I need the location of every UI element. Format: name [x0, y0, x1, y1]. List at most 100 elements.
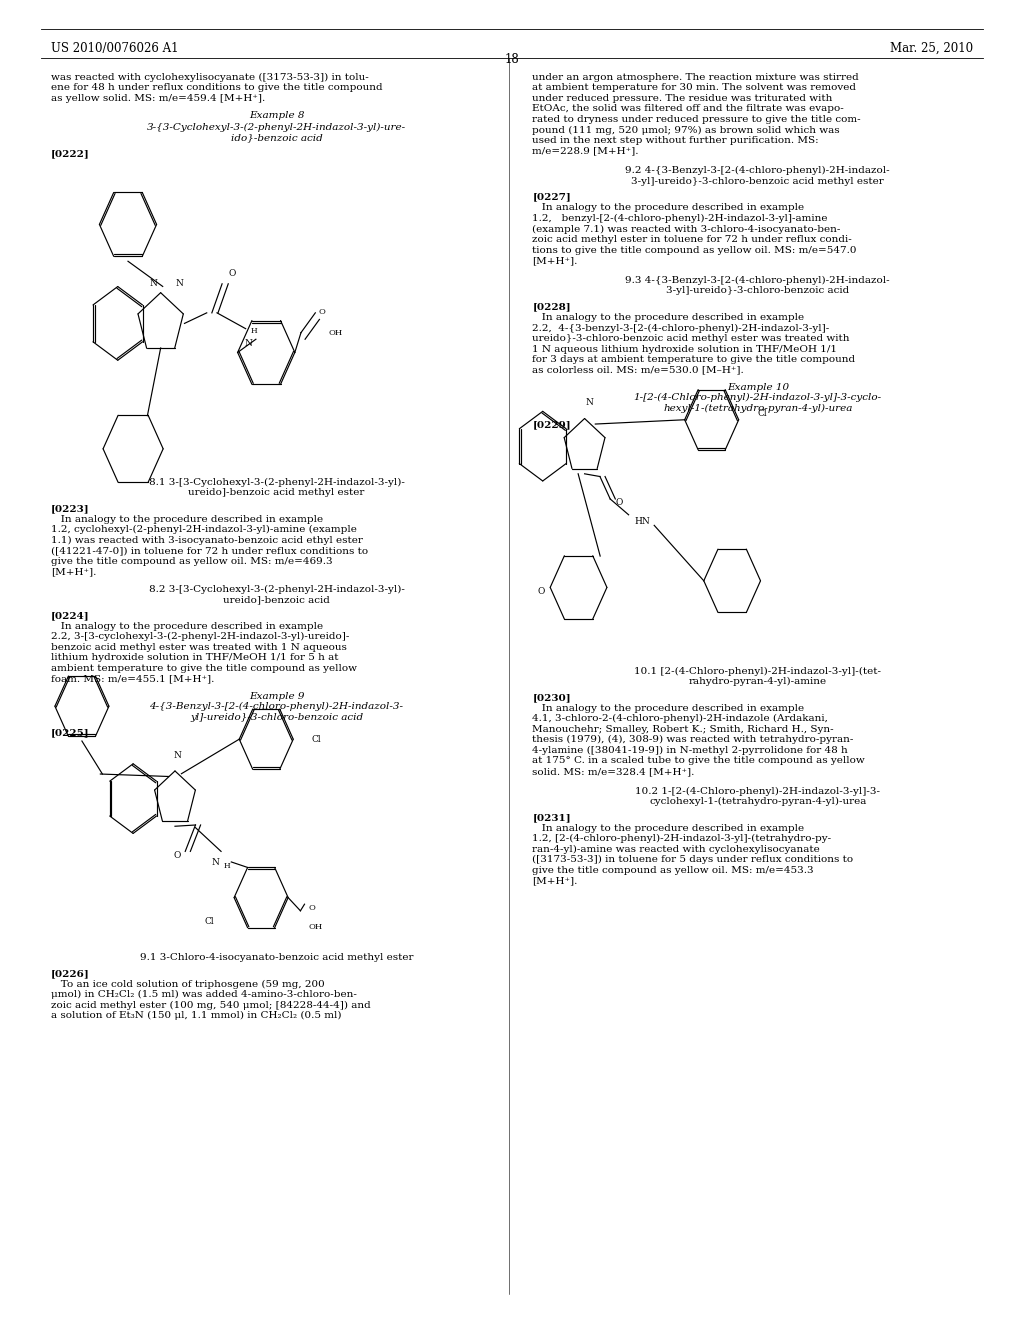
Text: O: O [173, 851, 180, 859]
Text: rahydro-pyran-4-yl)-amine: rahydro-pyran-4-yl)-amine [689, 677, 826, 686]
Text: O: O [538, 587, 545, 595]
Text: zoic acid methyl ester (100 mg, 540 μmol; [84228-44-4]) and: zoic acid methyl ester (100 mg, 540 μmol… [51, 1001, 371, 1010]
Text: N: N [175, 280, 183, 288]
Text: OH: OH [329, 329, 343, 337]
Text: 1-[2-(4-Chloro-phenyl)-2H-indazol-3-yl]-3-cyclo-: 1-[2-(4-Chloro-phenyl)-2H-indazol-3-yl]-… [634, 393, 882, 403]
Text: μmol) in CH₂Cl₂ (1.5 ml) was added 4-amino-3-chloro-ben-: μmol) in CH₂Cl₂ (1.5 ml) was added 4-ami… [51, 990, 357, 999]
Text: as colorless oil. MS: m/e=530.0 [M–H⁺].: as colorless oil. MS: m/e=530.0 [M–H⁺]. [532, 366, 744, 375]
Text: for 3 days at ambient temperature to give the title compound: for 3 days at ambient temperature to giv… [532, 355, 856, 364]
Text: Cl: Cl [757, 409, 767, 417]
Text: m/e=228.9 [M+H⁺].: m/e=228.9 [M+H⁺]. [532, 147, 639, 156]
Text: [0231]: [0231] [532, 813, 571, 822]
Text: 9.1 3-Chloro-4-isocyanato-benzoic acid methyl ester: 9.1 3-Chloro-4-isocyanato-benzoic acid m… [139, 953, 414, 962]
Text: as yellow solid. MS: m/e=459.4 [M+H⁺].: as yellow solid. MS: m/e=459.4 [M+H⁺]. [51, 94, 265, 103]
Text: (example 7.1) was reacted with 3-chloro-4-isocyanato-ben-: (example 7.1) was reacted with 3-chloro-… [532, 224, 841, 234]
Text: US 2010/0076026 A1: US 2010/0076026 A1 [51, 42, 179, 55]
Text: Example 9: Example 9 [249, 692, 304, 701]
Text: 3-yl]-ureido}-3-chloro-benzoic acid methyl ester: 3-yl]-ureido}-3-chloro-benzoic acid meth… [632, 177, 884, 186]
Text: ran-4-yl)-amine was reacted with cyclohexylisocyanate: ran-4-yl)-amine was reacted with cyclohe… [532, 845, 820, 854]
Text: HN: HN [635, 517, 650, 525]
Text: N: N [245, 339, 253, 348]
Text: 10.1 [2-(4-Chloro-phenyl)-2H-indazol-3-yl]-(tet-: 10.1 [2-(4-Chloro-phenyl)-2H-indazol-3-y… [634, 667, 882, 676]
Text: ([41221-47-0]) in toluene for 72 h under reflux conditions to: ([41221-47-0]) in toluene for 72 h under… [51, 546, 369, 556]
Text: [0225]: [0225] [51, 729, 90, 738]
Text: 4-ylamine ([38041-19-9]) in N-methyl 2-pyrrolidone for 48 h: 4-ylamine ([38041-19-9]) in N-methyl 2-p… [532, 746, 848, 755]
Text: hexyl-1-(tetrahydro-pyran-4-yl)-urea: hexyl-1-(tetrahydro-pyran-4-yl)-urea [664, 404, 852, 413]
Text: lithium hydroxide solution in THF/MeOH 1/1 for 5 h at: lithium hydroxide solution in THF/MeOH 1… [51, 653, 339, 663]
Text: 2.2, 3-[3-cyclohexyl-3-(2-phenyl-2H-indazol-3-yl)-ureido]-: 2.2, 3-[3-cyclohexyl-3-(2-phenyl-2H-inda… [51, 632, 349, 642]
Text: In analogy to the procedure described in example: In analogy to the procedure described in… [532, 203, 805, 213]
Text: N: N [211, 858, 219, 867]
Text: ureido]-benzoic acid methyl ester: ureido]-benzoic acid methyl ester [188, 488, 365, 498]
Text: at ambient temperature for 30 min. The solvent was removed: at ambient temperature for 30 min. The s… [532, 83, 856, 92]
Text: In analogy to the procedure described in example: In analogy to the procedure described in… [532, 824, 805, 833]
Text: thesis (1979), (4), 308-9) was reacted with tetrahydro-pyran-: thesis (1979), (4), 308-9) was reacted w… [532, 735, 854, 744]
Text: N: N [173, 751, 181, 759]
Text: Cl: Cl [204, 917, 214, 925]
Text: [0224]: [0224] [51, 611, 90, 620]
Text: was reacted with cyclohexylisocyanate ([3173-53-3]) in tolu-: was reacted with cyclohexylisocyanate ([… [51, 73, 369, 82]
Text: under an argon atmosphere. The reaction mixture was stirred: under an argon atmosphere. The reaction … [532, 73, 859, 82]
Text: give the title compound as yellow oil. MS: m/e=469.3: give the title compound as yellow oil. M… [51, 557, 333, 566]
Text: 2.2,  4-{3-benzyl-3-[2-(4-chloro-phenyl)-2H-indazol-3-yl]-: 2.2, 4-{3-benzyl-3-[2-(4-chloro-phenyl)-… [532, 323, 829, 333]
Text: [0227]: [0227] [532, 193, 571, 202]
Text: [0223]: [0223] [51, 504, 90, 513]
Text: pound (111 mg, 520 μmol; 97%) as brown solid which was: pound (111 mg, 520 μmol; 97%) as brown s… [532, 125, 840, 135]
Text: 9.2 4-{3-Benzyl-3-[2-(4-chloro-phenyl)-2H-indazol-: 9.2 4-{3-Benzyl-3-[2-(4-chloro-phenyl)-2… [626, 166, 890, 176]
Text: used in the next step without further purification. MS:: used in the next step without further pu… [532, 136, 819, 145]
Text: ene for 48 h under reflux conditions to give the title compound: ene for 48 h under reflux conditions to … [51, 83, 383, 92]
Text: cyclohexyl-1-(tetrahydro-pyran-4-yl)-urea: cyclohexyl-1-(tetrahydro-pyran-4-yl)-ure… [649, 797, 866, 807]
Text: [0229]: [0229] [532, 420, 571, 429]
Text: [0226]: [0226] [51, 969, 90, 978]
Text: benzoic acid methyl ester was treated with 1 N aqueous: benzoic acid methyl ester was treated wi… [51, 643, 347, 652]
Text: zoic acid methyl ester in toluene for 72 h under reflux condi-: zoic acid methyl ester in toluene for 72… [532, 235, 852, 244]
Text: Example 10: Example 10 [727, 383, 788, 392]
Text: ureido]-benzoic acid: ureido]-benzoic acid [223, 595, 330, 605]
Text: Manouchehr; Smalley, Robert K.; Smith, Richard H., Syn-: Manouchehr; Smalley, Robert K.; Smith, R… [532, 725, 835, 734]
Text: foam. MS: m/e=455.1 [M+H⁺].: foam. MS: m/e=455.1 [M+H⁺]. [51, 675, 215, 684]
Text: O: O [318, 308, 325, 315]
Text: In analogy to the procedure described in example: In analogy to the procedure described in… [532, 704, 805, 713]
Text: yl]-ureido}-3-chloro-benzoic acid: yl]-ureido}-3-chloro-benzoic acid [189, 713, 364, 722]
Text: 3-{3-Cyclohexyl-3-(2-phenyl-2H-indazol-3-yl)-ure-: 3-{3-Cyclohexyl-3-(2-phenyl-2H-indazol-3… [146, 123, 407, 132]
Text: In analogy to the procedure described in example: In analogy to the procedure described in… [532, 313, 805, 322]
Text: ([3173-53-3]) in toluene for 5 days under reflux conditions to: ([3173-53-3]) in toluene for 5 days unde… [532, 855, 854, 865]
Text: ambient temperature to give the title compound as yellow: ambient temperature to give the title co… [51, 664, 357, 673]
Text: [M+H⁺].: [M+H⁺]. [532, 256, 578, 265]
Text: 1.1) was reacted with 3-isocyanato-benzoic acid ethyl ester: 1.1) was reacted with 3-isocyanato-benzo… [51, 536, 364, 545]
Text: 1.2, [2-(4-chloro-phenyl)-2H-indazol-3-yl]-(tetrahydro-py-: 1.2, [2-(4-chloro-phenyl)-2H-indazol-3-y… [532, 834, 831, 843]
Text: 18: 18 [505, 53, 519, 66]
Text: under reduced pressure. The residue was triturated with: under reduced pressure. The residue was … [532, 94, 833, 103]
Text: solid. MS: m/e=328.4 [M+H⁺].: solid. MS: m/e=328.4 [M+H⁺]. [532, 767, 695, 776]
Text: give the title compound as yellow oil. MS: m/e=453.3: give the title compound as yellow oil. M… [532, 866, 814, 875]
Text: H: H [223, 862, 229, 870]
Text: [0228]: [0228] [532, 302, 571, 312]
Text: Cl: Cl [311, 735, 322, 743]
Text: 8.2 3-[3-Cyclohexyl-3-(2-phenyl-2H-indazol-3-yl)-: 8.2 3-[3-Cyclohexyl-3-(2-phenyl-2H-indaz… [148, 585, 404, 594]
Text: 10.2 1-[2-(4-Chloro-phenyl)-2H-indazol-3-yl]-3-: 10.2 1-[2-(4-Chloro-phenyl)-2H-indazol-3… [635, 787, 881, 796]
Text: N: N [586, 399, 594, 407]
Text: OH: OH [308, 923, 323, 931]
Text: [M+H⁺].: [M+H⁺]. [532, 876, 578, 886]
Text: 3-yl]-ureido}-3-chloro-benzoic acid: 3-yl]-ureido}-3-chloro-benzoic acid [667, 286, 849, 296]
Text: In analogy to the procedure described in example: In analogy to the procedure described in… [51, 622, 324, 631]
Text: [M+H⁺].: [M+H⁺]. [51, 568, 96, 577]
Text: ureido}-3-chloro-benzoic acid methyl ester was treated with: ureido}-3-chloro-benzoic acid methyl est… [532, 334, 850, 343]
Text: 4.1, 3-chloro-2-(4-chloro-phenyl)-2H-indazole (Ardakani,: 4.1, 3-chloro-2-(4-chloro-phenyl)-2H-ind… [532, 714, 828, 723]
Text: tions to give the title compound as yellow oil. MS: m/e=547.0: tions to give the title compound as yell… [532, 246, 857, 255]
Text: 1 N aqueous lithium hydroxide solution in THF/MeOH 1/1: 1 N aqueous lithium hydroxide solution i… [532, 345, 838, 354]
Text: Mar. 25, 2010: Mar. 25, 2010 [890, 42, 973, 55]
Text: In analogy to the procedure described in example: In analogy to the procedure described in… [51, 515, 324, 524]
Text: 4-{3-Benzyl-3-[2-(4-chloro-phenyl)-2H-indazol-3-: 4-{3-Benzyl-3-[2-(4-chloro-phenyl)-2H-in… [150, 702, 403, 711]
Text: a solution of Et₃N (150 μl, 1.1 mmol) in CH₂Cl₂ (0.5 ml): a solution of Et₃N (150 μl, 1.1 mmol) in… [51, 1011, 342, 1020]
Text: at 175° C. in a scaled tube to give the title compound as yellow: at 175° C. in a scaled tube to give the … [532, 756, 865, 766]
Text: [0230]: [0230] [532, 693, 571, 702]
Text: 1.2,   benzyl-[2-(4-chloro-phenyl)-2H-indazol-3-yl]-amine: 1.2, benzyl-[2-(4-chloro-phenyl)-2H-inda… [532, 214, 828, 223]
Text: EtOAc, the solid was filtered off and the filtrate was evapo-: EtOAc, the solid was filtered off and th… [532, 104, 844, 114]
Text: 8.1 3-[3-Cyclohexyl-3-(2-phenyl-2H-indazol-3-yl)-: 8.1 3-[3-Cyclohexyl-3-(2-phenyl-2H-indaz… [148, 478, 404, 487]
Text: rated to dryness under reduced pressure to give the title com-: rated to dryness under reduced pressure … [532, 115, 861, 124]
Text: To an ice cold solution of triphosgene (59 mg, 200: To an ice cold solution of triphosgene (… [51, 979, 325, 989]
Text: O: O [615, 499, 623, 507]
Text: [0222]: [0222] [51, 149, 90, 158]
Text: O: O [308, 904, 315, 912]
